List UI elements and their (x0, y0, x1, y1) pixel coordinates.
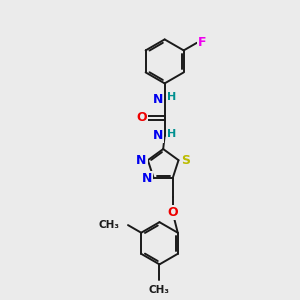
Text: S: S (181, 154, 190, 167)
Text: CH₃: CH₃ (149, 285, 170, 295)
Text: H: H (167, 128, 177, 139)
Text: N: N (153, 93, 164, 106)
Text: O: O (136, 111, 146, 124)
Text: N: N (153, 129, 164, 142)
Text: F: F (198, 36, 206, 49)
Text: N: N (136, 154, 147, 167)
Text: N: N (142, 172, 152, 185)
Text: CH₃: CH₃ (99, 220, 120, 230)
Text: O: O (167, 206, 178, 219)
Text: H: H (167, 92, 177, 102)
